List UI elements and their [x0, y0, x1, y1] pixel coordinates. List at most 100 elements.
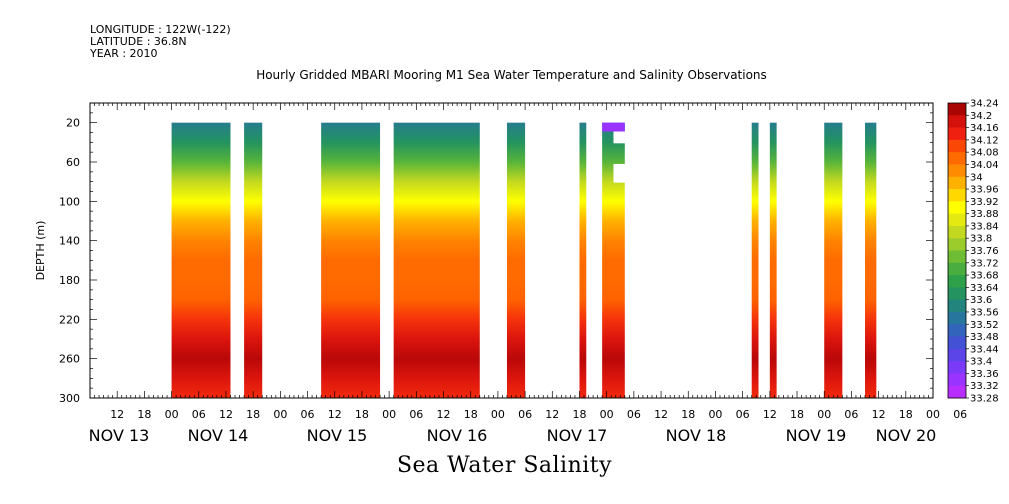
hour-tick-label: 12 [763, 408, 777, 421]
colorbar-swatch [948, 176, 966, 190]
colorbar-swatch [948, 139, 966, 153]
colorbar-swatch [948, 164, 966, 178]
colorbar-label: 33.64 [970, 283, 999, 294]
hour-tick-label: 18 [246, 408, 260, 421]
day-label: NOV 17 [547, 426, 608, 445]
chart-title: Hourly Gridded MBARI Mooring M1 Sea Wate… [256, 68, 767, 82]
colorbar-swatch [948, 324, 966, 337]
day-label: NOV 19 [786, 426, 847, 445]
colorbar-swatch [948, 152, 966, 165]
observation-segment [602, 122, 625, 399]
colorbar-swatch [948, 103, 966, 116]
hour-tick-label: 06 [192, 408, 206, 421]
observation-segment [865, 122, 877, 399]
colorbar-label: 33.48 [970, 332, 999, 343]
hour-tick-label: 00 [600, 408, 614, 421]
colorbar-swatch [948, 275, 966, 288]
hour-tick-label: 12 [219, 408, 233, 421]
colorbar-swatch [948, 115, 966, 128]
hour-tick-label: 18 [681, 408, 695, 421]
data-gap [613, 131, 626, 144]
day-label: NOV 20 [876, 426, 937, 445]
hour-tick-label: 06 [409, 408, 423, 421]
colorbar-label: 34.2 [970, 111, 992, 122]
depth-tick-label: 220 [59, 313, 80, 326]
y-axis-label: DEPTH (m) [34, 221, 47, 281]
hour-tick-label: 06 [844, 408, 858, 421]
day-label: NOV 18 [666, 426, 727, 445]
colorbar-label: 33.76 [970, 246, 999, 257]
day-label: NOV 16 [427, 426, 488, 445]
day-label: NOV 13 [89, 426, 150, 445]
year-label: YEAR : 2010 [90, 47, 158, 60]
colorbar-label: 34.16 [970, 123, 999, 134]
colorbar-swatch [948, 262, 966, 276]
colorbar-swatch [948, 348, 966, 362]
hour-tick-label: 00 [382, 408, 396, 421]
hour-tick-label: 00 [708, 408, 722, 421]
observation-segment [751, 122, 759, 399]
hour-tick-label: 00 [491, 408, 505, 421]
colorbar-label: 33.36 [970, 369, 999, 380]
colorbar-label: 33.68 [970, 271, 999, 282]
observation-segment [244, 122, 263, 399]
colorbar-label: 33.96 [970, 185, 999, 196]
colorbar-swatch [948, 385, 966, 399]
latitude-label: LATITUDE : 36.8N [90, 35, 187, 48]
colorbar-swatch [948, 299, 966, 313]
hour-tick-label: 00 [926, 408, 940, 421]
hour-tick-label: 12 [328, 408, 342, 421]
depth-tick-label: 20 [66, 117, 80, 130]
hour-tick-label: 06 [627, 408, 641, 421]
colorbar-label: 34 [970, 172, 983, 183]
observation-segment [824, 122, 843, 399]
plot-area [171, 122, 877, 399]
hour-tick-label: 06 [736, 408, 750, 421]
hour-tick-label: 18 [572, 408, 586, 421]
colorbar-label: 33.8 [970, 234, 992, 245]
colorbar-label: 33.56 [970, 307, 999, 318]
longitude-label: LONGITUDE : 122W(-122) [90, 23, 231, 36]
hour-tick-label: 12 [437, 408, 451, 421]
hour-tick-label: 18 [355, 408, 369, 421]
colorbar-swatch [948, 225, 966, 239]
hour-tick-label: 06 [301, 408, 315, 421]
depth-tick-label: 260 [59, 353, 80, 366]
colorbar-swatch [948, 189, 966, 202]
data-gap [613, 163, 626, 183]
colorbar-label: 33.92 [970, 197, 999, 208]
colorbar-label: 34.04 [970, 160, 999, 171]
colorbar-label: 33.84 [970, 221, 999, 232]
colorbar-label: 33.28 [970, 394, 999, 405]
day-label: NOV 15 [307, 426, 368, 445]
observation-segment [506, 122, 526, 399]
hour-tick-label: 12 [110, 408, 124, 421]
observation-segment [321, 122, 381, 399]
hour-tick-label: 00 [273, 408, 287, 421]
colorbar-label: 33.44 [970, 344, 999, 355]
depth-tick-label: 60 [66, 156, 80, 169]
colorbar-swatch [948, 336, 966, 350]
colorbar-swatch [948, 311, 966, 325]
colorbar-swatch [948, 238, 966, 251]
colorbar-label: 33.6 [970, 295, 992, 306]
observation-segment [769, 122, 777, 399]
observation-segment [579, 122, 587, 399]
colorbar-label: 33.4 [970, 357, 992, 368]
colorbar-swatch [948, 287, 966, 301]
colorbar-swatch [948, 201, 966, 215]
hour-tick-label: 06 [953, 408, 967, 421]
day-label: NOV 14 [188, 426, 249, 445]
hour-tick-label: 18 [137, 408, 151, 421]
observation-segment [393, 122, 480, 399]
colorbar-label: 34.08 [970, 148, 999, 159]
hour-tick-label: 00 [165, 408, 179, 421]
variable-name: Sea Water Salinity [396, 453, 613, 478]
depth-tick-label: 100 [59, 195, 80, 208]
hour-tick-label: 00 [817, 408, 831, 421]
hour-tick-label: 12 [654, 408, 668, 421]
colorbar-label: 33.88 [970, 209, 999, 220]
depth-tick-label: 180 [59, 274, 80, 287]
